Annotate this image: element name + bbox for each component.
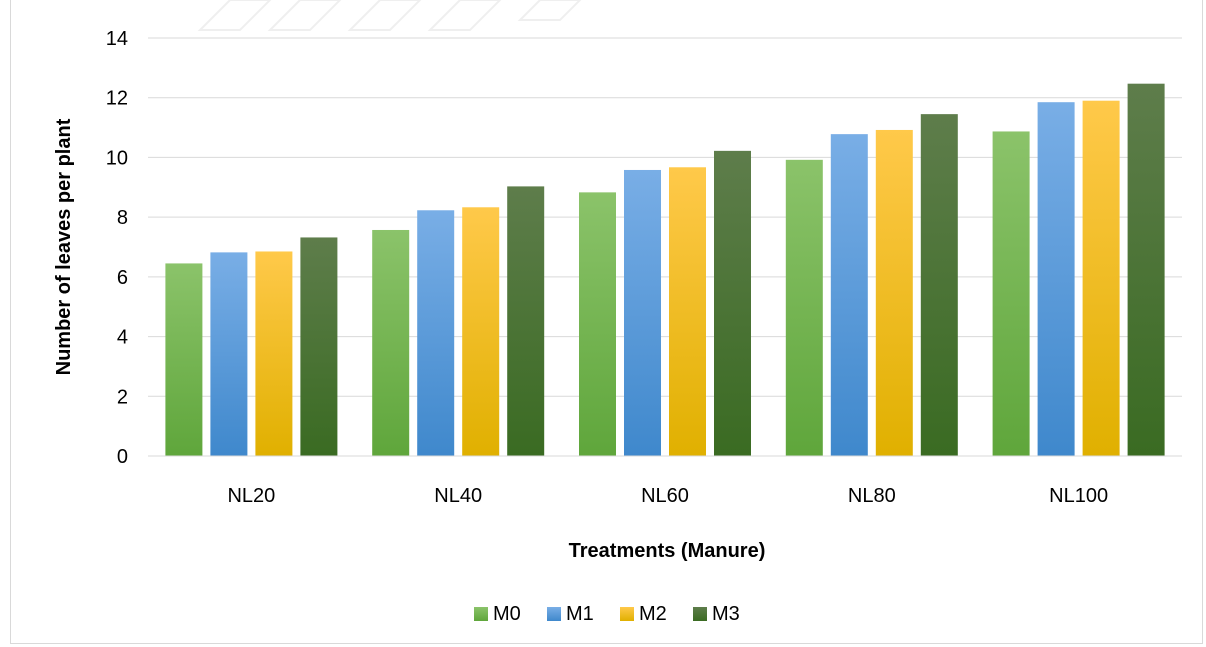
x-axis-title: Treatments (Manure) (569, 540, 766, 562)
x-tick-label: NL60 (641, 485, 689, 507)
y-tick-label: 12 (106, 88, 128, 110)
bar-m2-nl100 (1082, 100, 1120, 456)
bar-m1-nl20 (210, 252, 248, 456)
bar-m3-nl60 (714, 150, 751, 457)
legend-swatch (547, 607, 561, 621)
bars (165, 83, 1165, 457)
y-tick-label: 4 (117, 327, 128, 349)
bar-m1-nl80 (830, 134, 868, 456)
chart-frame (10, 0, 1203, 644)
legend-swatch (474, 607, 488, 621)
bar-m3-nl100 (1127, 83, 1165, 456)
bar-m1-nl60 (624, 169, 661, 456)
x-tick-label: NL40 (434, 485, 482, 507)
legend-label: M3 (712, 603, 740, 625)
bar-m0-nl80 (785, 159, 823, 456)
x-tick-label: NL100 (1049, 485, 1108, 507)
y-tick-label: 8 (117, 207, 128, 229)
y-tick-label: 0 (117, 446, 128, 468)
bar-m3-nl40 (507, 186, 545, 456)
bar-m1-nl40 (417, 210, 455, 456)
bar-m3-nl20 (300, 237, 338, 456)
legend-label: M0 (493, 603, 521, 625)
bar-m2-nl60 (669, 167, 706, 456)
y-tick-label: 2 (117, 386, 128, 408)
bar-m2-nl20 (255, 251, 293, 456)
legend-swatch (693, 607, 707, 621)
bar-m0-nl40 (372, 229, 410, 456)
bar-m2-nl80 (875, 129, 913, 456)
x-tick-label: NL20 (227, 485, 275, 507)
bar-m0-nl20 (165, 263, 203, 456)
legend-label: M1 (566, 603, 594, 625)
bar-m0-nl100 (992, 131, 1030, 456)
watermark-stripes (197, 0, 582, 31)
y-tick-label: 10 (106, 147, 128, 169)
legend-swatch (620, 607, 634, 621)
legend-label: M2 (639, 603, 667, 625)
bar-m0-nl60 (579, 192, 616, 456)
legend: M0 M1 M2 M3 (474, 603, 740, 625)
bar-m3-nl80 (920, 114, 958, 456)
bar-m1-nl100 (1037, 102, 1075, 456)
bar-m2-nl40 (462, 207, 500, 456)
y-axis-title: Number of leaves per plant (53, 118, 75, 375)
y-tick-label: 6 (117, 267, 128, 289)
y-tick-labels: 0 2 4 6 8 10 12 14 (106, 28, 128, 468)
x-tick-labels: NL20 NL40 NL60 NL80 NL100 (227, 485, 1108, 507)
y-tick-label: 14 (106, 28, 128, 50)
x-tick-label: NL80 (848, 485, 896, 507)
